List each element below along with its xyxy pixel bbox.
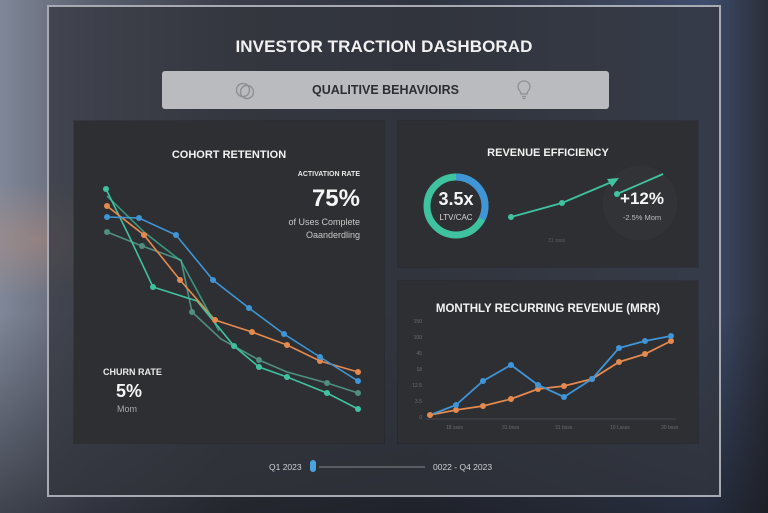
y-tick: 150 — [413, 319, 422, 325]
ltv-cac-label: LTV/CAC — [439, 213, 473, 222]
cohort-retention-title: COHORT RETENTION — [171, 149, 287, 161]
timeline-slider-handle[interactable] — [310, 460, 316, 472]
timeline-slider: Q1 2023 0022 - Q4 2023 — [269, 459, 529, 479]
mrr-chart — [426, 333, 676, 420]
lightbulb-icon — [517, 80, 531, 100]
qualitative-behaviors-bar[interactable]: QUALITIVE BEHAVIOIRS — [162, 71, 609, 109]
cohort-line-blue — [106, 216, 359, 382]
cohort-line-teal-2 — [106, 195, 220, 332]
y-tick: 12.5 — [412, 383, 422, 389]
churn-rate-value: 5% — [116, 381, 143, 401]
efficiency-trend-line-2 — [616, 173, 664, 195]
qualitative-behaviors-label: QUALITIVE BEHAVIOIRS — [311, 83, 459, 97]
ltv-cac-value: 3.5x — [438, 189, 474, 209]
activation-rate-subtitle: of Uses Complete Oaanderdling — [240, 216, 360, 242]
growth-value: +12% — [620, 189, 664, 208]
activation-rate-label: ACTIVATION RATE — [297, 171, 360, 178]
activation-sub-line-2: Oaanderdling — [305, 230, 360, 240]
x-tick: 18 ssss — [446, 425, 463, 431]
activation-rate-value: 75% — [311, 185, 360, 212]
x-tick: 30 bsss — [661, 425, 679, 431]
timeline-slider-track[interactable] — [319, 466, 425, 468]
revenue-efficiency-graphics — [423, 173, 664, 239]
mrr-card: MONTHLY RECURRING REVENUE (MRR) 150 100 … — [398, 281, 698, 443]
x-tick: 31 bsss — [555, 425, 573, 431]
growth-subtitle: -2.5% Mom — [622, 213, 662, 222]
cohort-retention-chart — [103, 186, 361, 412]
page-title: INVESTOR TRACTION DASHBORAD — [235, 37, 533, 56]
y-tick: 3.5 — [415, 399, 422, 405]
timeline-start-label: Q1 2023 — [269, 462, 302, 472]
dashboard-frame: INVESTOR TRACTION DASHBORAD QUALITIVE BE… — [47, 5, 721, 497]
timeline-end-label: 0022 - Q4 2023 — [433, 462, 493, 472]
x-tick: 10 Lssss — [610, 425, 630, 431]
cohort-line-slate — [106, 231, 359, 394]
cohort-retention-card: COHORT RETENTION ACTIVATION RATE 75% of … — [74, 121, 384, 443]
trend-arrow-head — [607, 178, 619, 187]
mrr-title: MONTHLY RECURRING REVENUE (MRR) — [435, 303, 661, 315]
efficiency-trend-line — [510, 180, 615, 218]
revenue-efficiency-title: REVENUE EFFICIENCY — [487, 147, 609, 159]
y-tick: 45 — [416, 351, 422, 357]
y-tick: 18 — [416, 367, 422, 373]
y-tick: 0 — [419, 415, 422, 421]
churn-rate-label: CHURN RATE — [103, 367, 162, 377]
churn-rate-subtitle: Mom — [117, 404, 137, 414]
revenue-efficiency-card: REVENUE EFFICIENCY 3.5x LTV/CAC +12% -2.… — [398, 121, 698, 267]
x-tick: 31 bsss — [502, 425, 520, 431]
mrr-line-orange — [429, 340, 672, 416]
cohort-markers — [103, 186, 361, 412]
ltv-cac-donut-segment — [455, 173, 489, 221]
cohort-line-orange — [106, 205, 359, 373]
efficiency-axis-label: 31 ssss — [548, 238, 565, 244]
chat-bubbles-icon — [235, 82, 255, 100]
mrr-line-blue — [429, 335, 672, 416]
y-tick: 100 — [413, 335, 422, 341]
activation-sub-line-1: of Uses Complete — [288, 217, 360, 227]
